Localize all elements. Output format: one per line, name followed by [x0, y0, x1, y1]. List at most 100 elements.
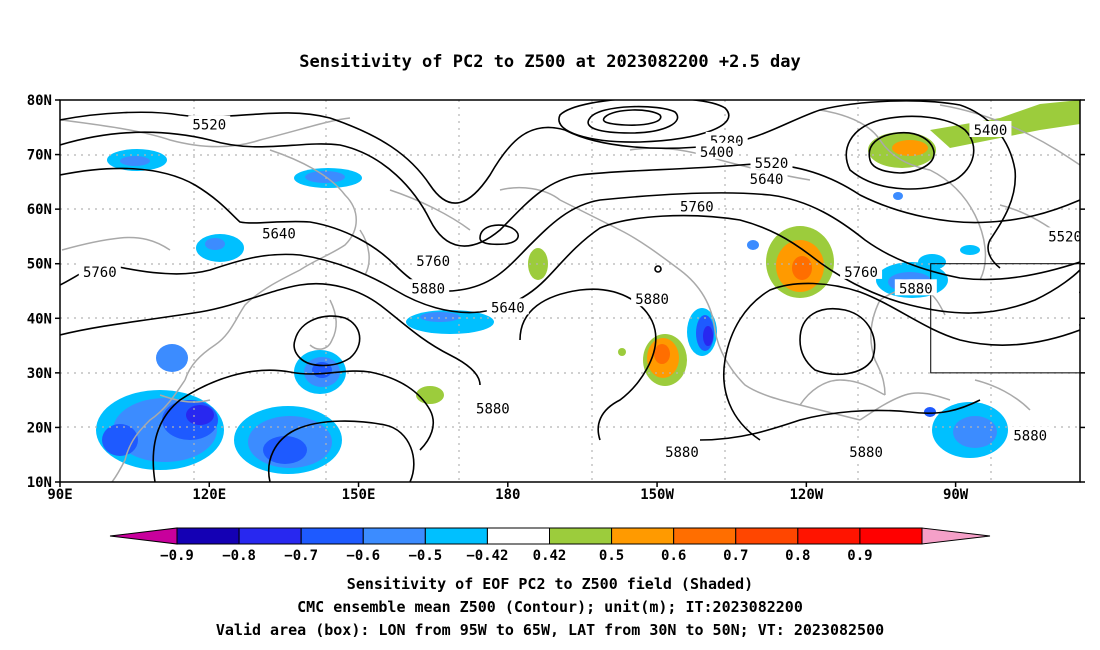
colorbar-label: 0.9: [847, 548, 872, 564]
contour-5880-g: [268, 420, 415, 482]
contour-5880-e: [293, 315, 361, 367]
contour-label: 5640: [262, 227, 296, 243]
footer-line-3: Valid area (box): LON from 95W to 65W, L…: [216, 621, 884, 639]
contour-5280: [587, 105, 679, 134]
contour-label-bg: [257, 224, 300, 241]
contour-label-bg: [660, 442, 703, 459]
lon-tick-label: 180: [495, 487, 520, 503]
colorbar-swatch: [300, 527, 364, 545]
lat-tick-label: 30N: [27, 366, 52, 382]
contour-label-bg: [675, 197, 718, 214]
contour-label-bg: [840, 262, 883, 279]
colorbar-swatch: [611, 527, 675, 545]
contour-label-bg: [486, 298, 529, 315]
colorbar-swatch: [486, 527, 550, 545]
colorbar-label: −0.6: [346, 548, 380, 564]
contour-label: 5520: [192, 118, 226, 134]
contour-5880-d: [799, 308, 876, 376]
figure-title: Sensitivity of PC2 to Z500 at 2023082200…: [299, 52, 801, 72]
colorbar-low-triangle: [109, 527, 178, 545]
footer-line-2: CMC ensemble mean Z500 (Contour); unit(m…: [297, 598, 803, 616]
lat-tick-label: 70N: [27, 148, 52, 164]
contour-label-bg: [407, 279, 450, 296]
contour-label-bg: [969, 121, 1012, 138]
map-frame: [59, 99, 1081, 483]
lat-tick-label: 20N: [27, 420, 52, 436]
contour-label-bg: [412, 251, 455, 268]
contour-label: 5880: [665, 445, 699, 461]
colorbar-label: 0.6: [661, 548, 686, 564]
lon-tick-label: 90E: [47, 487, 72, 503]
colorbar-label: 0.7: [723, 548, 748, 564]
contour-label-bg: [894, 279, 937, 296]
contour-5400-c: [868, 131, 935, 174]
contour-label-bg: [78, 262, 121, 279]
lat-tick-label: 80N: [27, 93, 52, 109]
contour-label: 5520: [755, 156, 789, 172]
contour-label-bg: [471, 399, 514, 416]
contour-label: 5640: [750, 172, 784, 188]
lat-tick-label: 40N: [27, 311, 52, 327]
contour-label-bg: [1073, 312, 1080, 329]
colorbar-label: 0.8: [785, 548, 810, 564]
colorbar-swatch: [176, 527, 240, 545]
contour-label-bg: [750, 153, 793, 170]
colorbar-swatch: [549, 527, 613, 545]
contour-5640-a: [60, 167, 1080, 292]
colorbar-label: −0.5: [408, 548, 442, 564]
colorbar-swatch: [673, 527, 737, 545]
contour-label: 5640: [491, 300, 525, 316]
contour-5880-i: [479, 224, 519, 246]
colorbar-high-triangle: [921, 527, 991, 545]
colorbar-swatch: [238, 527, 302, 545]
colorbar-label: 0.5: [599, 548, 624, 564]
colorbar-label: −0.9: [160, 548, 194, 564]
colorbar-label: −0.8: [222, 548, 256, 564]
contour-label: 5880: [476, 401, 510, 417]
contour-label-bg: [631, 290, 674, 307]
contour-label: 5880: [849, 445, 883, 461]
colorbar-swatch: [362, 527, 426, 545]
colorbar-swatch: [424, 527, 488, 545]
colorbar-label: −0.42: [466, 548, 508, 564]
contour-5880-h: [699, 399, 981, 441]
contour-label: 5400: [974, 123, 1008, 139]
contour-label-bg: [188, 115, 231, 132]
footer-line-1: Sensitivity of EOF PC2 to Z500 field (Sh…: [347, 575, 753, 593]
lon-tick-label: 120E: [192, 487, 226, 503]
contour-label: 5880: [1013, 429, 1047, 445]
contour-label: 5520: [1048, 229, 1082, 245]
contour-5280-inner: [602, 109, 662, 126]
contour-5880-f: [152, 369, 435, 482]
lat-tick-label: 60N: [27, 202, 52, 218]
colorbar-swatch: [797, 527, 861, 545]
contour-label: 5760: [844, 265, 878, 281]
contour-5400-b: [845, 115, 975, 190]
contour-label: 5760: [1078, 314, 1100, 330]
lat-tick-label: 10N: [27, 475, 52, 491]
lat-tick-label: 50N: [27, 257, 52, 273]
contour-label-bg: [745, 170, 788, 187]
contour-label: 5880: [635, 292, 669, 308]
contour-label-bg: [1044, 227, 1080, 244]
colorbar-label: 0.42: [533, 548, 567, 564]
contour-5880-a: [60, 282, 481, 386]
lon-tick-label: 150W: [640, 487, 674, 503]
longitude-axis: 90E 120E 150E 180 150W 120W 90W: [47, 482, 969, 503]
colorbar-swatch: [735, 527, 799, 545]
lon-tick-label: 120W: [789, 487, 823, 503]
contour-label: 5760: [83, 265, 117, 281]
lon-tick-label: 150E: [342, 487, 376, 503]
contour-label-bg: [695, 142, 738, 159]
contour-label: 5760: [680, 199, 714, 215]
contour-5520-c: [60, 131, 1080, 247]
contour-5400-a: [558, 100, 730, 143]
contour-label-bg: [1073, 279, 1080, 296]
contour-label: 5640: [1078, 281, 1100, 297]
contour-label: 5880: [411, 281, 445, 297]
contour-5880-j: [654, 265, 662, 273]
contour-5760-a: [60, 214, 1080, 314]
coastlines: [61, 104, 1080, 482]
contour-label-bg: [1009, 426, 1052, 443]
contour-label-bg: [845, 442, 888, 459]
